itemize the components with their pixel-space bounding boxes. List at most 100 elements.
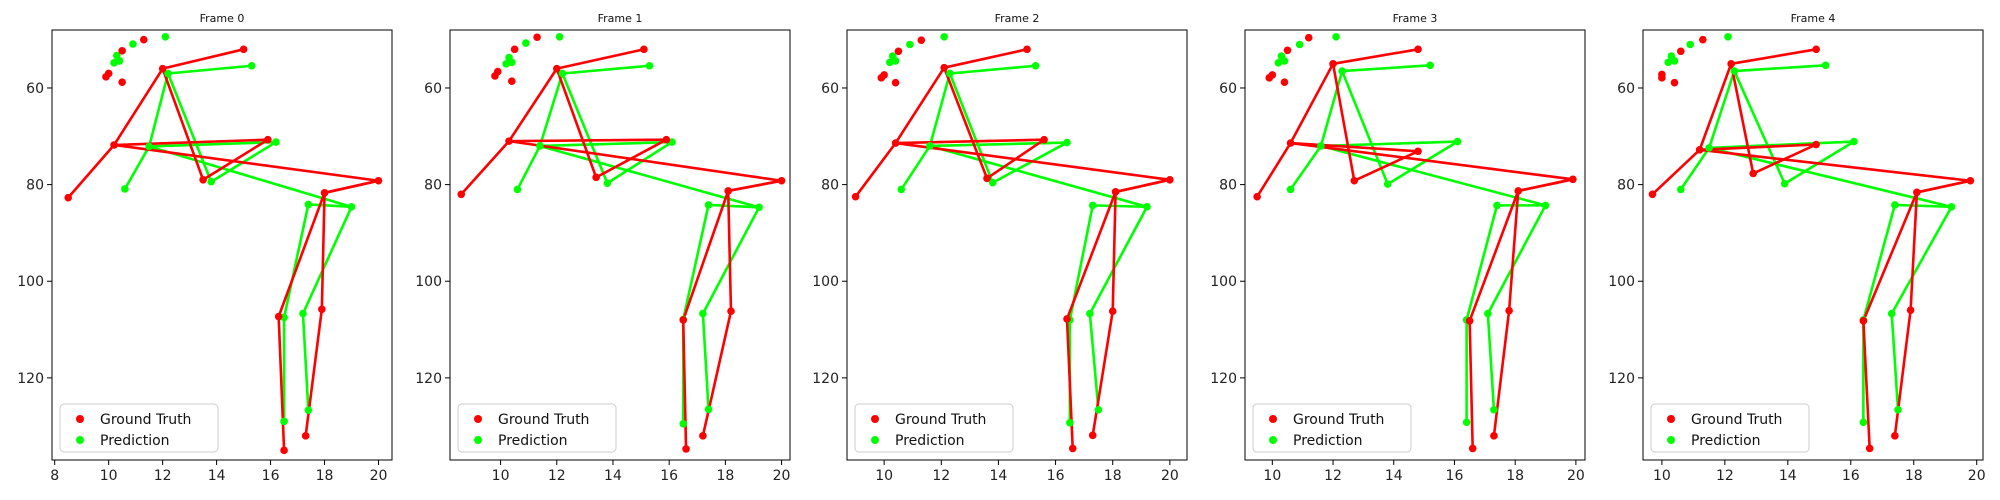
x-tick-label: 18 bbox=[1104, 468, 1122, 484]
ground-truth-point bbox=[851, 192, 860, 201]
prediction-point bbox=[164, 69, 172, 78]
prediction-bone bbox=[561, 72, 609, 185]
prediction-point bbox=[891, 57, 900, 65]
x-tick-label: 18 bbox=[1905, 468, 1923, 484]
prediction-point bbox=[906, 40, 914, 49]
prediction-point bbox=[1490, 405, 1498, 414]
ground-truth-point bbox=[552, 64, 561, 73]
prediction-point bbox=[522, 39, 530, 47]
y-tick-label: 80 bbox=[1219, 178, 1237, 194]
ground-truth-bone bbox=[1492, 309, 1511, 438]
x-tick-label: 14 bbox=[1779, 468, 1797, 484]
ground-truth-bone bbox=[1289, 62, 1335, 145]
ground-truth-bone bbox=[942, 66, 989, 180]
frame-panel: Frame 1 10 12 14 16 18 20 60 80 100 120 Ground Trut… bbox=[415, 12, 791, 484]
ground-truth-point bbox=[662, 135, 671, 144]
prediction-bone bbox=[1707, 69, 1736, 150]
ground-truth-point bbox=[1966, 176, 1975, 185]
prediction-point bbox=[1821, 61, 1830, 70]
prediction-point bbox=[1894, 405, 1902, 414]
ground-truth-bone bbox=[1111, 190, 1117, 313]
prediction-bone bbox=[681, 203, 710, 321]
x-tick-label: 10 bbox=[492, 468, 510, 484]
ground-truth-bone bbox=[161, 67, 205, 182]
prediction-bone bbox=[1732, 69, 1786, 185]
legend-prediction-marker bbox=[1667, 436, 1675, 444]
ground-truth-bone bbox=[1289, 141, 1575, 181]
prediction-point bbox=[1094, 405, 1103, 414]
x-tick-label: 16 bbox=[1047, 468, 1065, 484]
legend: Ground Truth Prediction bbox=[1650, 403, 1810, 453]
prediction-point bbox=[1086, 309, 1094, 318]
ground-truth-point bbox=[1268, 71, 1277, 79]
ground-truth-point bbox=[1304, 33, 1313, 42]
prediction-point bbox=[536, 142, 544, 150]
y-tick-label: 100 bbox=[17, 274, 44, 290]
x-tick-label: 12 bbox=[154, 468, 172, 484]
ground-truth-point bbox=[1280, 78, 1289, 86]
prediction-point bbox=[1066, 418, 1074, 427]
ground-truth-point bbox=[199, 175, 207, 184]
prediction-point bbox=[1286, 185, 1295, 194]
legend-ground-truth-marker bbox=[1269, 415, 1277, 423]
x-tick-label: 20 bbox=[1161, 468, 1179, 484]
prediction-bone bbox=[1319, 69, 1344, 148]
legend-prediction-label: Prediction bbox=[498, 433, 568, 449]
ground-truth-point bbox=[682, 445, 690, 453]
ground-truth-bone bbox=[1516, 177, 1575, 193]
ground-truth-point bbox=[1658, 70, 1666, 79]
ground-truth-point bbox=[1166, 175, 1174, 184]
legend-ground-truth-label: Ground Truth bbox=[498, 412, 589, 428]
ground-truth-point bbox=[1286, 139, 1295, 147]
x-tick-label: 16 bbox=[1446, 468, 1464, 484]
prediction-bone bbox=[147, 145, 353, 209]
ground-truth-point bbox=[280, 446, 288, 455]
ground-truth-point bbox=[592, 173, 600, 182]
ground-truth-bone bbox=[1331, 48, 1420, 66]
ground-truth-point bbox=[457, 190, 466, 199]
prediction-point bbox=[1484, 309, 1492, 318]
prediction-point bbox=[886, 58, 894, 67]
ground-truth-bone bbox=[894, 138, 1046, 145]
ground-truth-point bbox=[1699, 35, 1707, 44]
ground-truth-point bbox=[1670, 78, 1679, 87]
prediction-bone bbox=[1340, 63, 1432, 73]
ground-truth-point bbox=[727, 307, 735, 315]
prediction-bone bbox=[1486, 204, 1547, 315]
frame-title: Frame 3 bbox=[1393, 12, 1438, 25]
legend-prediction-label: Prediction bbox=[100, 433, 170, 449]
prediction-point bbox=[1332, 32, 1340, 41]
ground-truth-point bbox=[1913, 188, 1921, 197]
ground-truth-point bbox=[1111, 188, 1120, 196]
prediction-bone bbox=[123, 145, 151, 191]
legend-prediction-marker bbox=[871, 436, 879, 444]
ground-truth-bone bbox=[1289, 141, 1420, 153]
ground-truth-point bbox=[1040, 135, 1048, 144]
ground-truth-bone bbox=[1729, 48, 1818, 66]
ground-truth-point bbox=[1812, 45, 1820, 54]
ground-truth-point bbox=[301, 432, 310, 440]
prediction-bone bbox=[538, 144, 761, 209]
ground-truth-point bbox=[110, 141, 118, 149]
prediction-point bbox=[1031, 61, 1040, 70]
prediction-point bbox=[1295, 40, 1304, 49]
axes-frame bbox=[1244, 29, 1586, 461]
prediction-bone bbox=[928, 144, 1149, 209]
ground-truth-point bbox=[1063, 315, 1071, 323]
prediction-point bbox=[940, 32, 948, 41]
frame-panel: Frame 4 10 12 14 16 18 20 60 80 100 120 Ground Trut… bbox=[1608, 12, 1985, 484]
prediction-point bbox=[1088, 201, 1097, 210]
y-tick-label: 100 bbox=[812, 274, 839, 290]
ground-truth-point bbox=[1350, 176, 1359, 185]
ground-truth-point bbox=[1695, 146, 1704, 154]
ground-truth-bone bbox=[1065, 190, 1117, 321]
prediction-point bbox=[1280, 57, 1289, 65]
prediction-bone bbox=[948, 64, 1037, 75]
prediction-bone bbox=[147, 140, 278, 148]
ground-truth-bone bbox=[304, 307, 324, 438]
ground-truth-point bbox=[1465, 317, 1474, 325]
legend: Ground Truth Prediction bbox=[854, 403, 1014, 453]
ground-truth-point bbox=[104, 69, 113, 78]
prediction-point bbox=[280, 417, 288, 426]
ground-truth-bone bbox=[555, 67, 598, 179]
